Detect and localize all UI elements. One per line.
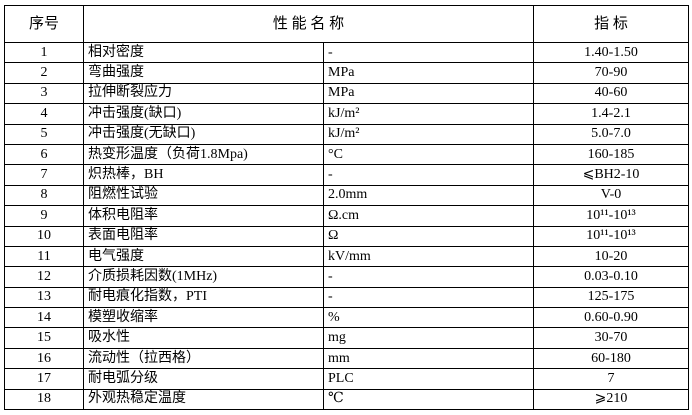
table-cell: 5 [4, 123, 84, 145]
table-cell: 2 [4, 62, 84, 84]
table-cell: 2.0mm [322, 184, 535, 207]
table-row: 4 冲击强度(缺口) kJ/m² 1.4-2.1 [4, 103, 690, 125]
table-row: 3 拉伸断裂应力 MPa 40-60 [4, 82, 690, 105]
table-body: 1 相对密度 -1.40-1.50 2 弯曲强度 MPa 70-90 3 拉伸断裂应力 MPa 40… [4, 41, 690, 411]
table-row: 6 热变形温度（负荷1.8Mpa) °C 160-185 [4, 143, 690, 166]
table-cell: PLC [322, 368, 535, 390]
table-row: 14 模塑收缩率% 0.60-0.90 [4, 307, 690, 329]
table-cell: 表面电阻率 [83, 225, 324, 247]
table-cell: 7 [533, 368, 690, 390]
table-cell: MPa [322, 62, 535, 84]
table-cell: kJ/m² [322, 103, 535, 125]
table-cell: 125-175 [533, 286, 690, 309]
table-cell: kJ/m² [322, 123, 535, 145]
table-cell: 9 [4, 205, 84, 227]
table-cell: 11 [4, 245, 84, 268]
table-cell: 0.60-0.90 [533, 307, 690, 329]
table-cell: 电气强度 [83, 245, 324, 268]
table-cell: 1.4-2.1 [533, 103, 690, 125]
table-row: 17 耐电弧分级 PLC 7 [4, 368, 690, 390]
header-row: 序号 性 能 名 称 指 标 [4, 5, 690, 43]
table-cell: 炽热棒，BH [83, 164, 324, 186]
table-cell: 6 [4, 143, 84, 166]
table-cell: - [322, 286, 535, 309]
table-cell: 阻燃性试验 [83, 184, 324, 207]
table-row: 7 炽热棒，BH - ⩽BH2-10 [4, 164, 690, 186]
table-cell: 70-90 [533, 62, 690, 84]
table-cell: 10¹¹-10¹³ [533, 225, 690, 247]
table-cell: 3 [4, 82, 84, 105]
table-cell: mm [322, 347, 535, 370]
table-cell: 18 [4, 388, 84, 411]
table-row: 9 体积电阻率 Ω.cm 10¹¹-10¹³ [4, 205, 690, 227]
table-cell: ⩾210 [533, 388, 690, 411]
spec-table: 序号 性 能 名 称 指 标 1 相对密度 -1.40-1.50 2 弯曲强度 MPa 70… [4, 5, 690, 411]
table-cell: 15 [4, 327, 84, 349]
table-cell: 7 [4, 164, 84, 186]
table-row: 10 表面电阻率 Ω 10¹¹-10¹³ [4, 225, 690, 247]
table-cell: 40-60 [533, 82, 690, 105]
table-cell: Ω [322, 225, 535, 247]
table-cell: 1 [4, 41, 84, 64]
table-cell: 13 [4, 286, 84, 309]
table-cell: 介质损耗因数(1MHz) [83, 266, 324, 288]
table-row: 8 阻燃性试验 2.0mm V-0 [4, 184, 690, 207]
table-cell: 0.03-0.10 [533, 266, 690, 288]
table-cell: 30-70 [533, 327, 690, 349]
table-cell: 模塑收缩率 [83, 307, 324, 329]
table-cell: 1.40-1.50 [533, 41, 690, 64]
table-cell: 12 [4, 266, 84, 288]
table-row: 16 流动性（拉西格） mm 60-180 [4, 347, 690, 370]
table-cell: 吸水性 [83, 327, 324, 349]
header-cell: 序号 [4, 5, 84, 43]
table-cell: 相对密度 [83, 41, 324, 64]
table-cell: mg [322, 327, 535, 349]
table-cell: ⩽BH2-10 [533, 164, 690, 186]
table-row: 13 耐电痕化指数，PTI -125-175 [4, 286, 690, 309]
table-cell: 160-185 [533, 143, 690, 166]
table-cell: ℃ [322, 388, 535, 411]
table-row: 2 弯曲强度 MPa 70-90 [4, 62, 690, 84]
table-cell: 17 [4, 368, 84, 390]
table-cell: 拉伸断裂应力 [83, 82, 324, 105]
table-cell: MPa [322, 82, 535, 105]
table-cell: - [322, 266, 535, 288]
table-cell: 8 [4, 184, 84, 207]
table-row: 5 冲击强度(无缺口) kJ/m² 5.0-7.0 [4, 123, 690, 145]
table-cell: Ω.cm [322, 205, 535, 227]
table-cell: 耐电痕化指数，PTI [83, 286, 324, 309]
table-cell: V-0 [533, 184, 690, 207]
table-cell: 4 [4, 103, 84, 125]
table-cell: °C [322, 143, 535, 166]
table-cell: - [322, 164, 535, 186]
table-cell: 60-180 [533, 347, 690, 370]
table-cell: kV/mm [322, 245, 535, 268]
table-cell: 5.0-7.0 [533, 123, 690, 145]
table-cell: 冲击强度(无缺口) [83, 123, 324, 145]
table-cell: 10-20 [533, 245, 690, 268]
table-row: 15 吸水性 mg 30-70 [4, 327, 690, 349]
table-cell: % [322, 307, 535, 329]
table-cell: - [322, 41, 535, 64]
table-cell: 10¹¹-10¹³ [533, 205, 690, 227]
table-cell: 流动性（拉西格） [83, 347, 324, 370]
header-cell: 指 标 [533, 5, 690, 43]
table-row: 18 外观热稳定温度 ℃ ⩾210 [4, 388, 690, 411]
table-cell: 冲击强度(缺口) [83, 103, 324, 125]
table-cell: 外观热稳定温度 [83, 388, 324, 411]
table-cell: 14 [4, 307, 84, 329]
table-row: 12 介质损耗因数(1MHz) -0.03-0.10 [4, 266, 690, 288]
table-cell: 10 [4, 225, 84, 247]
table-cell: 体积电阻率 [83, 205, 324, 227]
table-cell: 耐电弧分级 [83, 368, 324, 390]
table-cell: 热变形温度（负荷1.8Mpa) [83, 143, 324, 166]
table-cell: 16 [4, 347, 84, 370]
table-row: 1 相对密度 -1.40-1.50 [4, 41, 690, 64]
table-row: 11 电气强度 kV/mm 10-20 [4, 245, 690, 268]
header-cell: 性 能 名 称 [82, 5, 535, 43]
table-cell: 弯曲强度 [83, 62, 324, 84]
